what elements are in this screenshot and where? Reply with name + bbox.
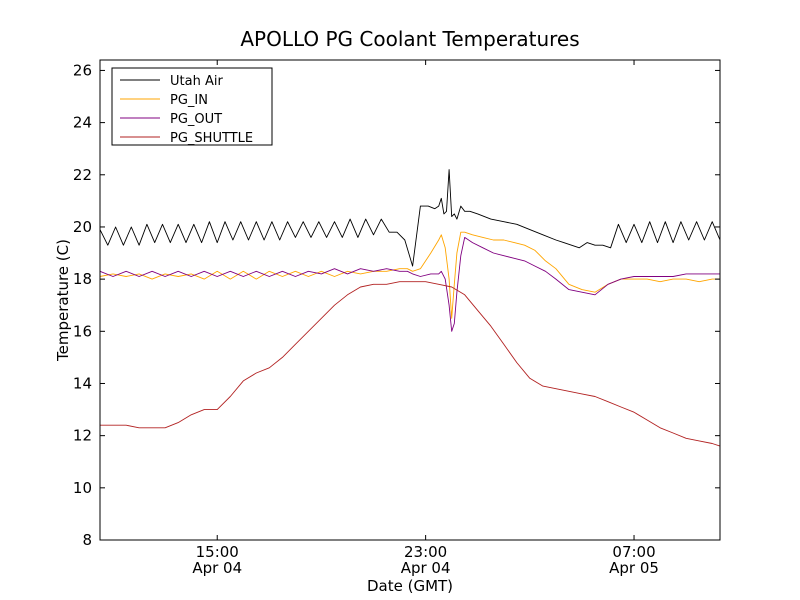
y-axis-label: Temperature (C): [54, 239, 72, 362]
chart-title: APOLLO PG Coolant Temperatures: [240, 27, 579, 51]
y-tick-label: 12: [73, 427, 92, 445]
y-axis: 8 10 12 14 16 18 20 22 24 26: [73, 61, 720, 549]
x-tick-label-time: 15:00: [196, 543, 239, 561]
legend-box: [111, 67, 273, 146]
y-tick-label: 22: [73, 166, 92, 184]
y-tick-label: 16: [73, 322, 92, 340]
legend-label-pg-in: PG_IN: [170, 93, 208, 108]
x-tick-label-date: Apr 04: [192, 559, 242, 577]
x-tick-label-date: Apr 04: [401, 559, 451, 577]
series-line-utah-air: [99, 169, 721, 267]
y-tick-label: 20: [73, 218, 92, 236]
legend-label-utah-air: Utah Air: [170, 74, 223, 89]
y-tick-label: 24: [73, 114, 92, 132]
series-layer: [99, 169, 721, 447]
x-tick-label-date: Apr 05: [609, 559, 659, 577]
series-line-pg-out: [99, 236, 720, 332]
y-tick-label: 18: [73, 270, 92, 288]
y-tick-label: 10: [73, 479, 92, 497]
x-axis-label: Date (GMT): [367, 577, 453, 595]
y-tick-label: 14: [73, 374, 92, 392]
series-line-pg-in: [99, 231, 720, 319]
legend-label-pg-shuttle: PG_SHUTTLE: [170, 131, 253, 146]
y-tick-label: 8: [82, 531, 92, 549]
plot-frame: [99, 59, 721, 541]
legend-label-pg-out: PG_OUT: [170, 112, 222, 127]
y-tick-label: 26: [73, 61, 92, 79]
series-line-pg-shuttle: [100, 281, 721, 447]
legend: Utah Air PG_IN PG_OUT PG_SHUTTLE: [111, 67, 273, 146]
x-tick-label-time: 07:00: [612, 543, 655, 561]
x-tick-label-time: 23:00: [404, 543, 447, 561]
